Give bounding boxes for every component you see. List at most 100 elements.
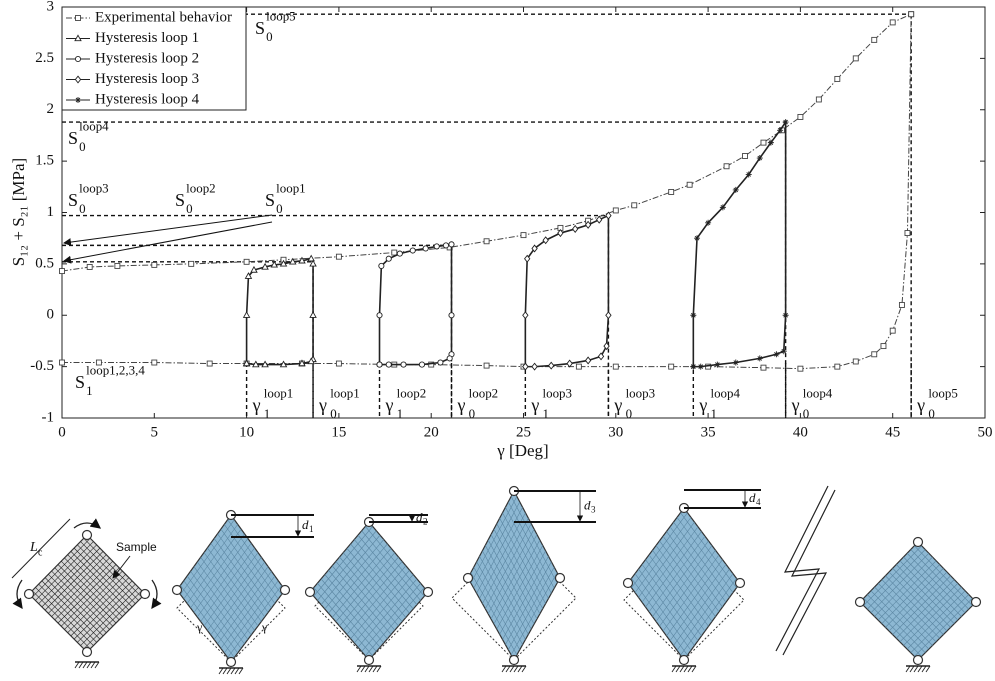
data-point [732,359,739,366]
data-point [575,363,582,370]
label-base: S [75,372,85,392]
pin [81,529,93,541]
x-tick-label: 25 [516,424,531,440]
data-point [605,311,612,320]
sample-fiber [213,566,269,640]
sample-fiber [888,571,948,632]
data-point [75,97,81,103]
sample-fiber [83,590,142,649]
data-point [95,359,102,366]
data-point [548,361,555,370]
data-point [385,255,392,262]
y-tick-label: 1.5 [35,153,54,169]
sample-fiber [350,569,410,639]
sample-fiber [659,550,716,627]
sample-fiber [676,573,734,651]
label-base: S [265,190,275,210]
ground-hatch [909,665,915,673]
label-base: S [255,18,265,38]
label-sub: 0 [803,406,809,421]
sample-fiber [507,566,555,650]
data-point [694,235,701,242]
sample-fiber [510,572,558,656]
data-point [852,358,859,365]
displacement-label: d [584,497,591,512]
pin [554,572,566,584]
sample-fiber [655,545,713,622]
label-base: γ [318,395,327,415]
ground-hatch [691,665,697,673]
data-point [400,361,407,368]
sample-fiber [899,583,959,643]
sample-fiber [490,534,538,620]
sample-fiber [357,578,418,648]
data-point [376,361,383,368]
data-point [714,361,721,368]
data-point [270,260,279,268]
sample-pointer [112,555,131,579]
data-point [898,302,905,308]
data-point [422,245,429,252]
data-point [74,75,82,84]
label-sub: 0 [276,201,282,216]
sample-fiber [197,561,252,636]
dimension-label-sub: c [38,547,43,558]
pin [622,577,634,589]
data-point [760,139,767,146]
displacement-label: d [302,517,309,532]
ground-hatch [675,665,681,673]
sample-fiber [487,539,535,625]
sample-fiber [896,579,955,639]
data-point [385,361,392,368]
ground-hatch [226,667,232,675]
data-point [904,230,911,237]
label-base: γ [916,395,925,415]
displacement-label-sub: 1 [309,524,314,534]
x-tick-label: 5 [151,424,159,440]
sample-fiber [476,561,523,645]
label-sub: 0 [266,29,272,44]
data-point [773,351,780,358]
sample-fiber [470,572,518,656]
data-point [690,312,697,319]
sample-fiber [906,590,966,650]
data-point [782,312,789,319]
data-point [307,357,315,365]
sample-fiber [346,565,407,635]
sample-fiber [910,594,969,653]
data-point [396,250,403,257]
sample-fiber [641,564,699,641]
annotation-arrow [63,214,273,247]
data-point [309,259,317,267]
pin [225,656,237,668]
data-point [250,265,258,273]
rotation-arrow [73,518,102,529]
annotation-arrow [63,221,273,264]
data-point [433,243,440,250]
legend-box [61,6,247,111]
data-point [151,261,158,268]
label-sup: loop3 [543,385,573,400]
data-point [612,207,619,214]
ground-hatch [78,661,84,669]
data-point [871,36,878,43]
pin [171,584,183,596]
data-point [531,362,538,371]
y-tick-label: -0.5 [30,358,54,374]
legend-label: Experimental behavior [95,9,232,25]
data-point [732,186,739,193]
pin [81,646,93,658]
data-point [261,262,269,270]
data-point [686,181,693,188]
pin [912,654,924,666]
pin [970,596,982,608]
y-tick-label: -1 [42,409,55,425]
label-sub: 1 [710,406,716,421]
sample-fiber [335,561,396,631]
label-sup: loop5 [266,8,296,23]
angle-label: γ [261,620,268,634]
pin [678,654,690,666]
sample-fiber [881,579,940,639]
data-point [584,356,592,365]
data-point [242,311,251,318]
